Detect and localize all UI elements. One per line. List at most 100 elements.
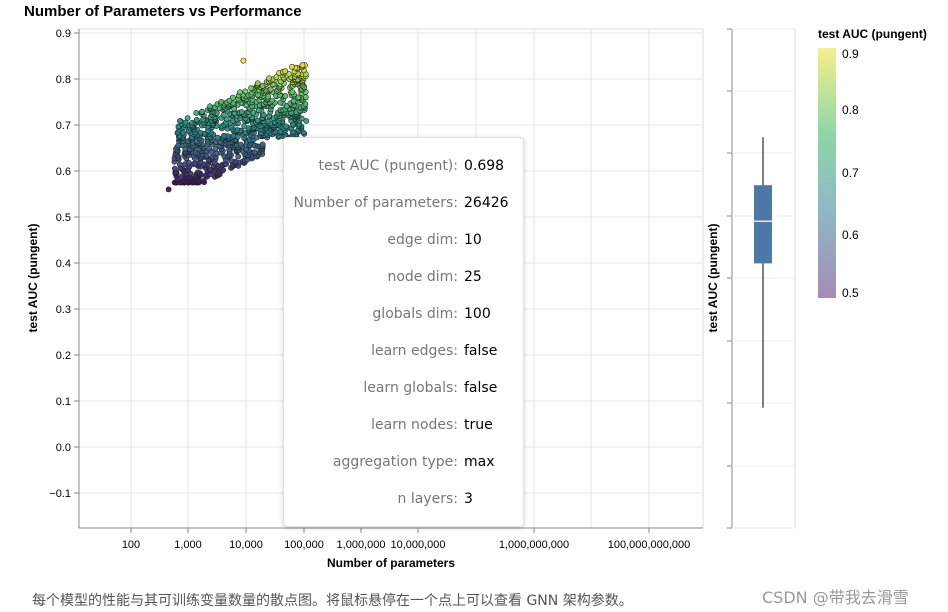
scatter-point[interactable]	[184, 115, 191, 121]
tooltip-value: 3	[464, 491, 473, 507]
tooltip-value: 26426	[464, 195, 509, 211]
scatter-plot: 0.9 0.8 0.7 0.6 0.5 0.4 0.3 0.2 0.1 0.0 −0.1 100 1,0…	[26, 28, 704, 570]
scatter-point[interactable]	[267, 86, 274, 93]
scatter-point[interactable]	[192, 160, 198, 167]
scatter-point[interactable]	[237, 89, 243, 96]
tooltip-key: edge dim:	[387, 232, 458, 248]
x-tick-label: 1,000	[174, 539, 202, 551]
scatter-point[interactable]	[218, 98, 225, 105]
legend-label: 0.8	[842, 103, 859, 117]
legend-label: 0.9	[842, 47, 859, 61]
scatter-point[interactable]	[198, 108, 205, 115]
scatter-point[interactable]	[221, 132, 227, 139]
scatter-point[interactable]	[203, 152, 210, 159]
tooltip-key: aggregation type:	[332, 454, 458, 470]
x-tick-label: 100	[122, 539, 140, 551]
scatter-point[interactable]	[259, 141, 266, 148]
tooltip-key: node dim:	[387, 269, 458, 285]
scatter-point[interactable]	[248, 85, 254, 91]
scatter-point[interactable]	[240, 57, 247, 64]
y-tick-label: 0.1	[56, 396, 71, 408]
y-tick-label: −0.1	[49, 488, 71, 500]
scatter-point[interactable]	[254, 80, 261, 87]
tooltip-value: false	[464, 380, 498, 396]
scatter-point[interactable]	[303, 118, 310, 124]
scatter-point[interactable]	[241, 123, 247, 129]
tooltip-key: globals dim:	[372, 306, 458, 322]
y-axis-title: test AUC (pungent)	[26, 224, 40, 333]
tooltip-row: learn nodes: true	[284, 417, 523, 454]
tooltip-row: node dim: 25	[284, 269, 523, 306]
scatter-point[interactable]	[229, 94, 236, 101]
x-tick-label: 100,000	[284, 539, 324, 551]
legend-label: 0.5	[842, 286, 859, 300]
figure-caption: 每个模型的性能与其可训练变量数量的散点图。将鼠标悬停在一个点上可以查看 GNN …	[32, 593, 633, 609]
y-tick-label: 0.3	[56, 304, 71, 316]
x-tick-label: 1,000,000	[337, 539, 386, 551]
tooltip-value: false	[464, 343, 498, 359]
scatter-point[interactable]	[207, 166, 213, 173]
y-tick-label: 0.7	[56, 120, 71, 132]
scatter-point[interactable]	[288, 63, 295, 70]
y-tick-label: 0.6	[56, 166, 71, 178]
legend-gradient	[818, 48, 836, 298]
scatter-point[interactable]	[185, 159, 192, 166]
scatter-point[interactable]	[283, 123, 289, 130]
scatter-point[interactable]	[302, 94, 309, 101]
x-tick-label: 100,000,000,000	[608, 539, 691, 551]
tooltip-key: test AUC (pungent):	[318, 158, 458, 174]
scatter-point[interactable]	[165, 186, 172, 193]
x-tick-label: 1,000,000,000	[499, 539, 569, 551]
scatter-point[interactable]	[171, 179, 178, 186]
scatter-point[interactable]	[282, 93, 289, 99]
box-iqr[interactable]	[754, 185, 772, 264]
scatter-point[interactable]	[207, 103, 213, 110]
scatter-point[interactable]	[238, 109, 245, 115]
scatter-point[interactable]	[266, 75, 272, 82]
tooltip-value: max	[464, 454, 495, 470]
scatter-point[interactable]	[193, 110, 200, 116]
tooltip-value: 100	[464, 306, 491, 322]
tooltip-row: aggregation type: max	[284, 454, 523, 491]
tooltip-row: Number of parameters: 26426	[284, 195, 523, 232]
x-axis-title: Number of parameters	[327, 556, 455, 570]
tooltip-value: 0.698	[464, 158, 505, 174]
legend-title: test AUC (pungent)	[818, 27, 927, 41]
x-tick-label: 10,000	[229, 539, 263, 551]
tooltip-key: learn edges:	[371, 343, 458, 359]
chart-title: Number of Parameters vs Performance	[24, 3, 302, 20]
scatter-point[interactable]	[176, 161, 183, 168]
y-tick-label: 0.9	[56, 28, 71, 40]
scatter-point[interactable]	[176, 118, 183, 124]
watermark: CSDN @带我去滑雪	[762, 588, 909, 607]
scatter-point[interactable]	[242, 88, 249, 95]
scatter-point[interactable]	[214, 134, 221, 141]
y-tick-label: 0.8	[56, 74, 71, 86]
scatter-point[interactable]	[254, 117, 261, 124]
scatter-point[interactable]	[194, 169, 201, 176]
tooltip-key: n layers:	[397, 491, 458, 507]
scatter-point[interactable]	[289, 89, 296, 95]
tooltip-key: learn globals:	[363, 380, 458, 396]
hover-tooltip: test AUC (pungent): 0.698 Number of parame…	[283, 137, 524, 527]
y-tick-label: 0.5	[56, 212, 71, 224]
legend-label: 0.7	[842, 166, 859, 180]
scatter-point[interactable]	[220, 112, 227, 119]
tooltip-row: n layers: 3	[284, 491, 523, 528]
box-plot: test AUC (pungent)	[706, 28, 796, 529]
scatter-point[interactable]	[193, 116, 200, 123]
scatter-point[interactable]	[273, 74, 280, 81]
tooltip-value: 25	[464, 269, 482, 285]
x-tick-label: 10,000,000	[390, 539, 445, 551]
tooltip-row: learn edges: false	[284, 343, 523, 380]
scatter-point[interactable]	[299, 62, 306, 69]
y-tick-label: 0.2	[56, 350, 71, 362]
y-tick-label: 0.4	[56, 258, 71, 270]
scatter-point[interactable]	[282, 68, 289, 75]
scatter-point[interactable]	[228, 158, 235, 164]
legend-label: 0.6	[842, 228, 859, 242]
scatter-point[interactable]	[237, 141, 244, 148]
scatter-point[interactable]	[171, 165, 178, 172]
scatter-point[interactable]	[251, 149, 258, 155]
tooltip-value: true	[464, 417, 493, 433]
